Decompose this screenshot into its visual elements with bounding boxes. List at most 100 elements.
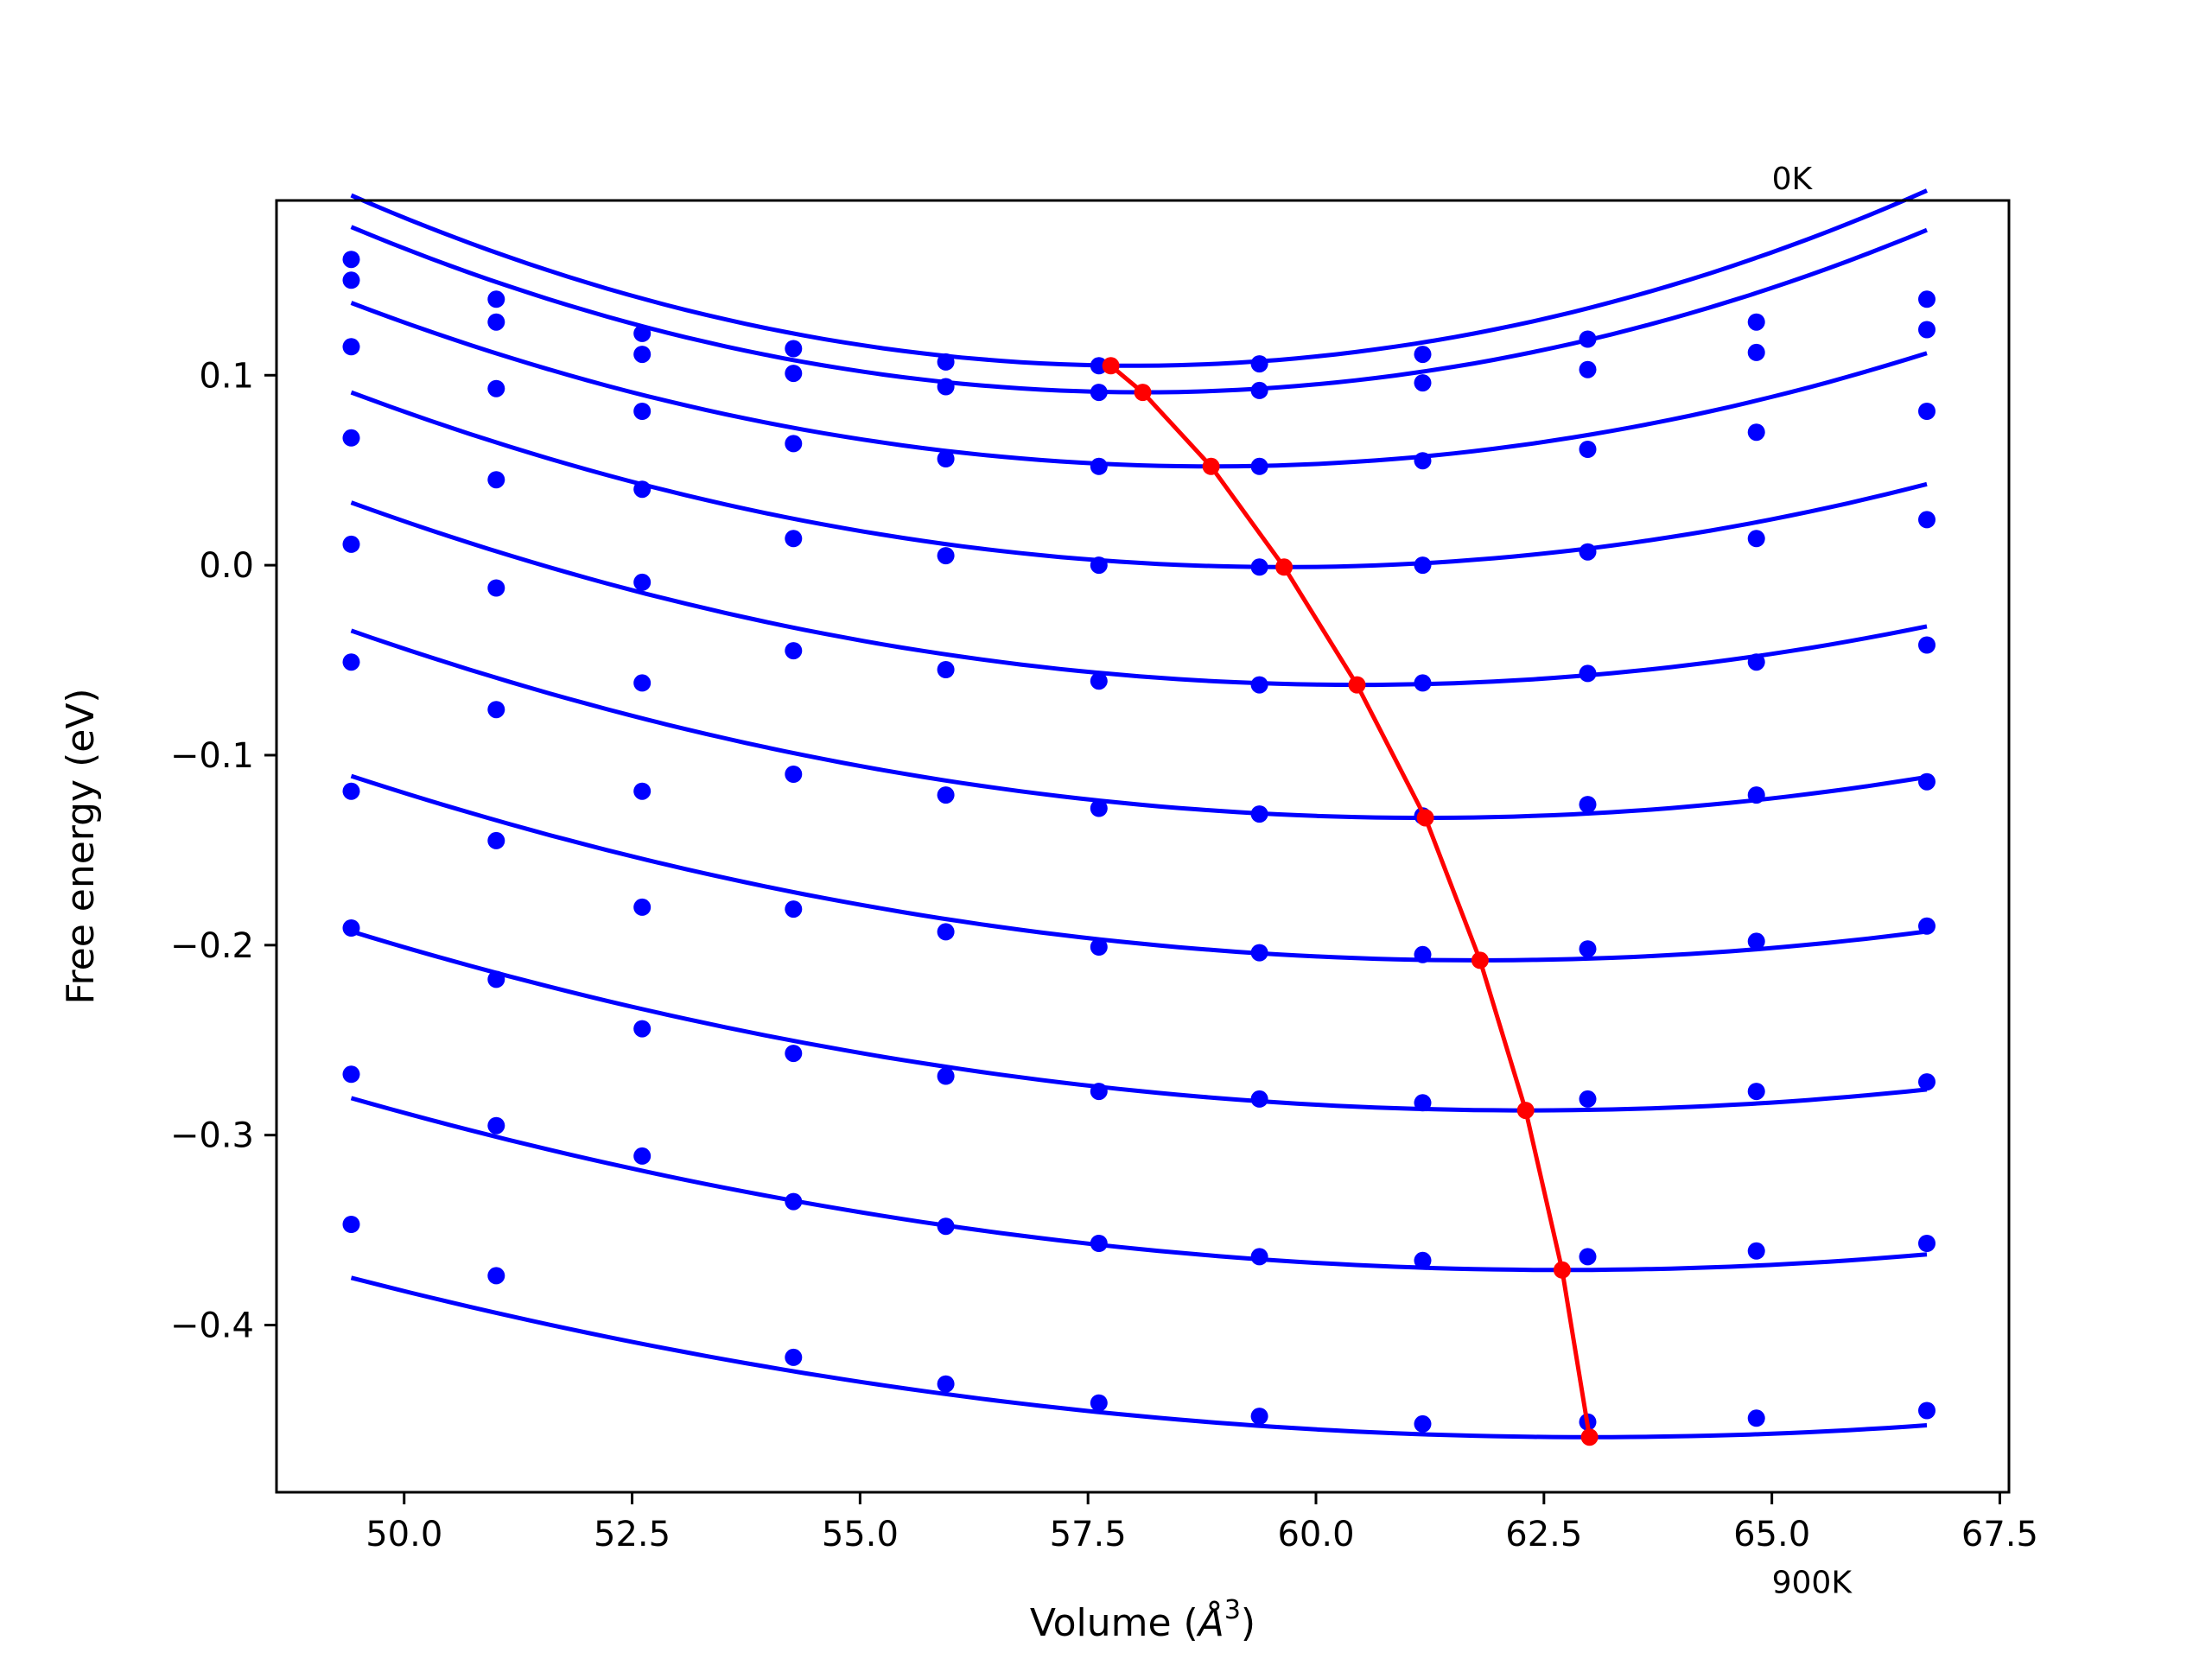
data-point [342,1216,360,1233]
data-point [633,346,652,364]
x-axis-ticks: 50.0 52.5 55.0 57.5 60.0 62.5 65.0 67.5 [365,1492,2038,1554]
data-point [487,379,505,397]
data-point [1579,1248,1597,1266]
minimum-point [1471,951,1489,969]
data-point [785,642,803,660]
data-point [1250,805,1268,823]
data-point [937,786,955,804]
data-point [487,1116,505,1135]
annotations: 0K 900K [1772,162,1853,1601]
data-point [1414,452,1432,470]
data-point [1250,1248,1268,1266]
x-axis-label-suffix: ) [1241,1601,1255,1645]
data-point [1414,556,1432,575]
data-point [1090,1235,1108,1252]
data-point [1918,403,1936,420]
data-point [1414,346,1432,364]
data-point [633,403,652,420]
data-point [1579,330,1597,348]
minimum-point [1580,1428,1599,1446]
y-tick-label: 0.1 [199,356,254,396]
data-point [487,1267,505,1285]
data-point [1250,676,1268,694]
data-point [633,898,652,916]
data-point [1250,1408,1268,1426]
data-point [342,251,360,269]
x-axis-label: Volume (Å3) [1030,1595,1255,1645]
data-point [1747,932,1765,950]
plot-frame [275,199,2011,1494]
x-tick-label: 62.5 [1505,1515,1582,1554]
minimum-point [1102,357,1120,375]
data-point [633,1147,652,1165]
data-point [1414,1094,1432,1112]
x-tick-label: 50.0 [365,1515,442,1554]
data-point [937,1217,955,1236]
y-tick-label: −0.3 [170,1116,254,1156]
fit-curve-9 [350,1096,1928,1273]
data-point [1250,944,1268,962]
data-point [1918,290,1936,308]
data-point [937,661,955,678]
minimum-energy-line [1102,357,1599,1446]
data-point [1918,1402,1936,1420]
data-point [1579,1090,1597,1108]
x-tick-label: 57.5 [1050,1515,1127,1554]
x-tick-label: 52.5 [594,1515,671,1554]
data-point [342,535,360,553]
data-point [1747,1409,1765,1427]
data-point [1918,772,1936,791]
data-point [342,919,360,937]
data-point [342,653,360,671]
y-tick-label: −0.4 [170,1306,254,1346]
x-axis-label-unit: Å [1196,1599,1224,1645]
data-point [487,831,505,849]
data-point [1918,1235,1936,1252]
data-point [1747,343,1765,361]
temperature-annotation: 0K [1772,162,1814,197]
data-point [633,1020,652,1038]
data-point [1090,457,1108,475]
data-point [1579,441,1597,458]
data-point [785,1348,803,1366]
data-point [1918,917,1936,935]
data-point [1747,786,1765,804]
minimum-point [1134,384,1152,402]
data-point [1090,357,1108,375]
data-point [633,674,652,692]
data-point [633,782,652,800]
y-tick-label: 0.0 [199,546,254,586]
minimum-point [1516,1102,1535,1120]
data-points [342,251,1936,1433]
minimum-point [1275,558,1294,576]
minimum-point [1553,1261,1571,1279]
data-point [342,1065,360,1084]
data-point [785,340,803,358]
fit-curve-1 [350,188,1928,368]
data-point [1414,674,1432,692]
data-point [1579,543,1597,561]
data-point [1918,321,1936,339]
x-tick-label: 55.0 [822,1515,899,1554]
data-point [487,313,505,331]
data-point [785,435,803,453]
data-point [1250,558,1268,576]
fit-curves [350,188,1928,1440]
data-point [1747,1083,1765,1101]
fit-curve-8 [350,929,1928,1113]
fit-curve-5 [350,500,1928,688]
data-point [1090,556,1108,575]
fit-curve-10 [350,1275,1928,1440]
minimum-point [1202,457,1220,475]
data-point [1747,1242,1765,1260]
x-axis-label-prefix: Volume ( [1030,1601,1198,1645]
data-point [1090,1083,1108,1101]
data-point [1090,672,1108,690]
data-point [937,450,955,467]
temperature-annotation: 900K [1772,1566,1853,1601]
data-point [487,970,505,988]
data-point [1579,940,1597,958]
data-point [487,701,505,719]
data-point [1579,796,1597,814]
data-point [342,338,360,356]
